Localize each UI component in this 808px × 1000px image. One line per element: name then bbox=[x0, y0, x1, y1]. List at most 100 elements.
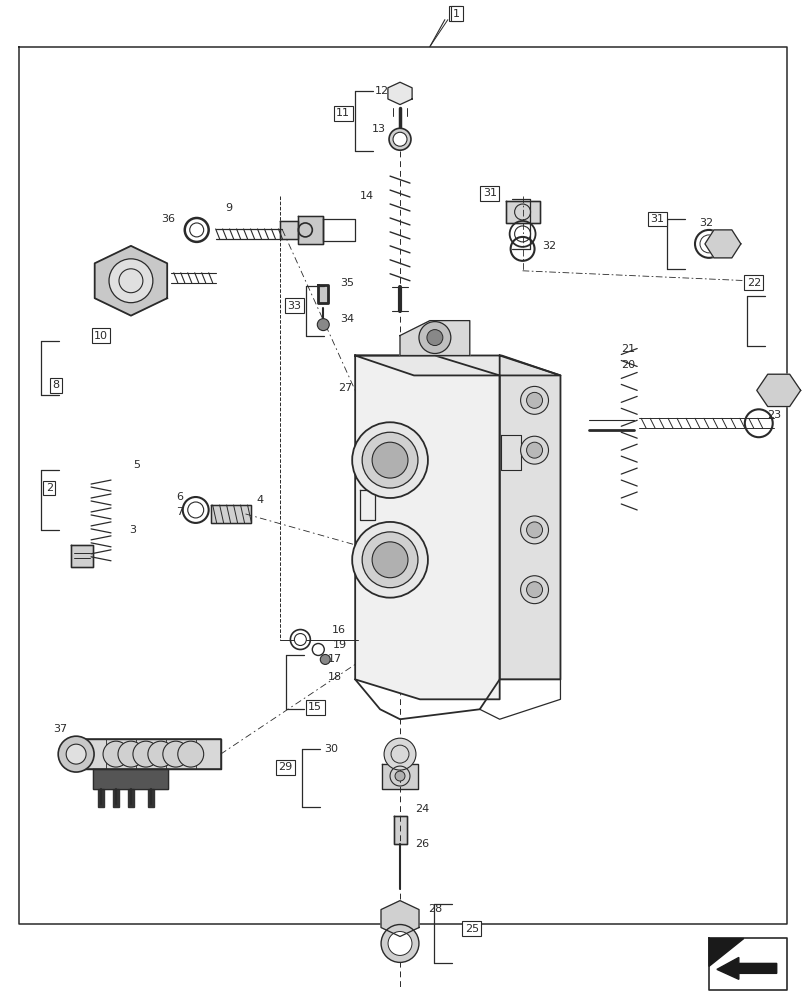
Text: 1: 1 bbox=[452, 9, 458, 19]
Text: 18: 18 bbox=[328, 672, 343, 682]
Circle shape bbox=[527, 582, 542, 598]
Polygon shape bbox=[356, 355, 499, 699]
Polygon shape bbox=[211, 505, 250, 523]
Polygon shape bbox=[499, 355, 561, 679]
Text: 2: 2 bbox=[46, 483, 53, 493]
Circle shape bbox=[294, 634, 306, 645]
Circle shape bbox=[178, 741, 204, 767]
Circle shape bbox=[103, 741, 129, 767]
Polygon shape bbox=[717, 957, 776, 979]
Text: 21: 21 bbox=[621, 344, 635, 354]
Circle shape bbox=[520, 436, 549, 464]
Circle shape bbox=[395, 771, 405, 781]
Polygon shape bbox=[400, 321, 469, 355]
Polygon shape bbox=[95, 246, 167, 316]
Text: 25: 25 bbox=[465, 924, 479, 934]
Text: 23: 23 bbox=[767, 410, 781, 420]
Polygon shape bbox=[705, 230, 741, 258]
Circle shape bbox=[381, 925, 419, 962]
Polygon shape bbox=[98, 789, 104, 807]
Circle shape bbox=[427, 330, 443, 346]
Polygon shape bbox=[394, 816, 407, 844]
Text: 26: 26 bbox=[415, 839, 429, 849]
Text: 20: 20 bbox=[621, 360, 635, 370]
Circle shape bbox=[163, 741, 189, 767]
Polygon shape bbox=[757, 374, 801, 407]
Circle shape bbox=[118, 741, 144, 767]
Polygon shape bbox=[382, 764, 418, 789]
Circle shape bbox=[187, 502, 204, 518]
Text: 11: 11 bbox=[336, 108, 350, 118]
Circle shape bbox=[389, 128, 411, 150]
Polygon shape bbox=[128, 789, 134, 807]
Circle shape bbox=[419, 322, 451, 354]
Circle shape bbox=[388, 932, 412, 955]
Text: L: L bbox=[384, 453, 392, 467]
Text: 7: 7 bbox=[176, 507, 183, 517]
Polygon shape bbox=[113, 789, 119, 807]
Circle shape bbox=[520, 576, 549, 604]
Circle shape bbox=[109, 259, 153, 303]
Text: 32: 32 bbox=[542, 241, 557, 251]
Circle shape bbox=[527, 392, 542, 408]
Text: R: R bbox=[383, 553, 393, 567]
Polygon shape bbox=[148, 789, 154, 807]
Circle shape bbox=[362, 432, 418, 488]
Text: 36: 36 bbox=[161, 214, 175, 224]
Text: 29: 29 bbox=[278, 762, 292, 772]
Circle shape bbox=[393, 132, 407, 146]
Text: 14: 14 bbox=[360, 191, 374, 201]
Circle shape bbox=[520, 516, 549, 544]
Text: 34: 34 bbox=[340, 314, 355, 324]
Text: 15: 15 bbox=[309, 702, 322, 712]
Text: 1: 1 bbox=[453, 9, 461, 19]
Text: 12: 12 bbox=[375, 86, 389, 96]
Polygon shape bbox=[93, 769, 168, 789]
Circle shape bbox=[320, 654, 330, 664]
Text: 32: 32 bbox=[699, 218, 713, 228]
Polygon shape bbox=[280, 221, 298, 239]
Circle shape bbox=[66, 744, 86, 764]
Circle shape bbox=[148, 741, 174, 767]
Circle shape bbox=[362, 532, 418, 588]
Text: 35: 35 bbox=[340, 278, 354, 288]
Text: 37: 37 bbox=[53, 724, 67, 734]
Text: 33: 33 bbox=[288, 301, 301, 311]
Text: 13: 13 bbox=[372, 124, 386, 134]
Circle shape bbox=[352, 422, 428, 498]
Text: 22: 22 bbox=[747, 278, 761, 288]
Circle shape bbox=[520, 386, 549, 414]
Circle shape bbox=[372, 542, 408, 578]
Text: 6: 6 bbox=[176, 492, 183, 502]
Circle shape bbox=[58, 736, 94, 772]
Polygon shape bbox=[381, 901, 419, 936]
Text: 8: 8 bbox=[53, 380, 60, 390]
Text: 4: 4 bbox=[256, 495, 263, 505]
Polygon shape bbox=[298, 216, 323, 244]
Circle shape bbox=[527, 442, 542, 458]
Text: 30: 30 bbox=[324, 744, 339, 754]
Text: 5: 5 bbox=[133, 460, 140, 470]
Polygon shape bbox=[71, 545, 93, 567]
Text: 28: 28 bbox=[428, 904, 442, 914]
Text: 3: 3 bbox=[129, 525, 136, 535]
Text: 24: 24 bbox=[415, 804, 429, 814]
Circle shape bbox=[372, 442, 408, 478]
Text: 16: 16 bbox=[332, 625, 347, 635]
Text: 31: 31 bbox=[650, 214, 664, 224]
Circle shape bbox=[190, 223, 204, 237]
Circle shape bbox=[527, 522, 542, 538]
Circle shape bbox=[384, 738, 416, 770]
Polygon shape bbox=[356, 355, 561, 375]
Text: 9: 9 bbox=[225, 203, 233, 213]
Circle shape bbox=[352, 522, 428, 598]
Circle shape bbox=[133, 741, 159, 767]
Text: 27: 27 bbox=[339, 383, 352, 393]
Polygon shape bbox=[388, 82, 412, 105]
Polygon shape bbox=[709, 938, 744, 966]
Circle shape bbox=[318, 319, 329, 331]
Text: 31: 31 bbox=[482, 188, 497, 198]
Text: 19: 19 bbox=[333, 640, 347, 650]
Polygon shape bbox=[506, 201, 540, 223]
Text: 17: 17 bbox=[328, 654, 343, 664]
